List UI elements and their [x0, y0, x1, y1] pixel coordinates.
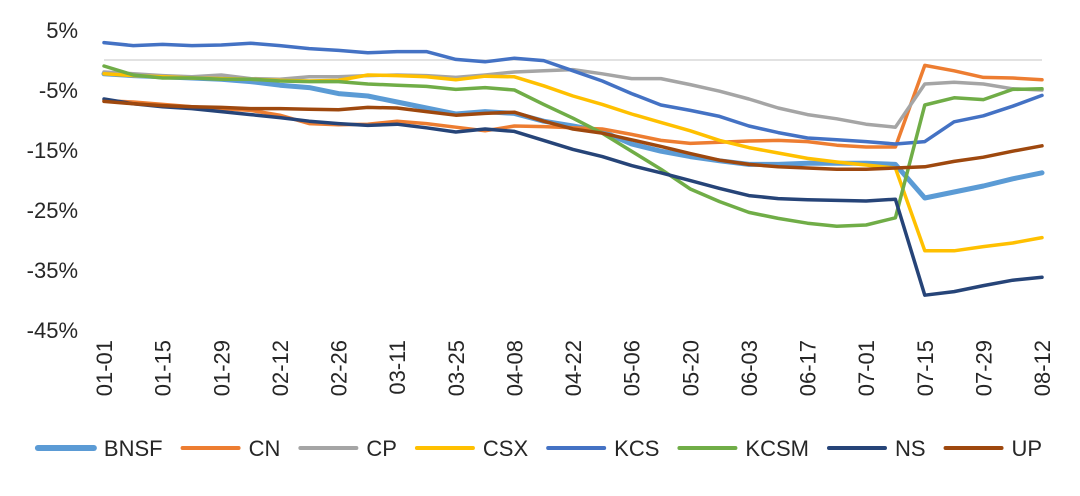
x-tick-label: 04-22 [561, 340, 586, 396]
x-tick-label: 04-08 [502, 340, 527, 396]
y-tick-label: 5% [46, 18, 78, 43]
x-tick-label: 08-12 [1030, 340, 1055, 396]
y-tick-label: -15% [27, 138, 78, 163]
series-line-ns [102, 97, 1044, 297]
x-tick-label: 07-29 [971, 340, 996, 396]
series-line-up [102, 99, 1044, 171]
x-tick-label: 02-12 [268, 340, 293, 396]
legend-item-up: UP [943, 436, 1043, 461]
legend-label: KCS [614, 436, 659, 461]
legend-label: CSX [483, 436, 529, 461]
x-tick-label: 03-11 [385, 340, 410, 395]
series-line-kcs [102, 40, 1044, 146]
y-tick-label: -5% [39, 78, 78, 103]
series-line-bnsf [101, 71, 1045, 201]
x-tick-label: 02-26 [327, 340, 352, 396]
legend-item-ns: NS [826, 436, 926, 461]
legend-item-cp: CP [298, 436, 397, 461]
legend-label: BNSF [104, 436, 163, 461]
legend-label: CN [249, 436, 281, 461]
x-tick-label: 01-29 [209, 340, 234, 396]
x-tick-label: 06-17 [796, 340, 821, 396]
x-tick-label: 01-15 [151, 340, 176, 396]
series-layer [101, 40, 1045, 297]
x-tick-label: 01-01 [92, 340, 117, 396]
series-line-kcsm [102, 64, 1044, 228]
x-tick-label: 07-01 [854, 340, 879, 396]
legend-label: UP [1012, 436, 1043, 461]
legend-label: KCSM [745, 436, 809, 461]
x-tick-label: 05-20 [678, 340, 703, 396]
x-tick-label: 07-15 [913, 340, 938, 396]
legend-label: NS [895, 436, 926, 461]
x-tick-label: 06-03 [737, 340, 762, 396]
legend-item-bnsf: BNSF [34, 436, 163, 461]
legend-item-kcs: KCS [546, 436, 659, 461]
axis-layer: 5% -5% -15% -25% -35% -45% 01-01 01-15 01-29 02-1… [27, 18, 1055, 396]
y-tick-label: -25% [27, 198, 78, 223]
legend-item-csx: CSX [414, 436, 529, 461]
y-tick-label: -45% [27, 318, 78, 343]
x-tick-label: 05-06 [620, 340, 645, 396]
legend-item-kcsm: KCSM [677, 436, 809, 461]
legend-label: CP [366, 436, 397, 461]
legend: BNSF CN CP CSX KCS KCSM NS UP [34, 436, 1043, 461]
y-tick-label: -35% [27, 258, 78, 283]
x-tick-label: 03-25 [444, 340, 469, 396]
legend-item-cn: CN [180, 436, 281, 461]
